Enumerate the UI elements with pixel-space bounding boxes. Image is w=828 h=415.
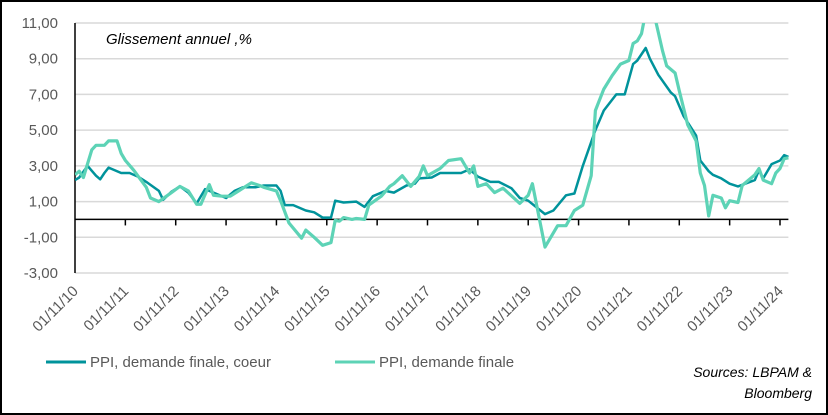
x-tick-label: 01/11/10 (29, 283, 82, 336)
x-tick-label: 01/11/19 (483, 283, 536, 336)
x-tick-label: 01/11/13 (180, 283, 233, 336)
x-tick-label: 01/11/20 (533, 283, 586, 336)
x-tick-label: 01/11/21 (583, 283, 636, 336)
x-tick-label: 01/11/22 (634, 283, 687, 336)
gridlines (74, 22, 789, 274)
legend-label-headline: PPI, demande finale (379, 354, 514, 371)
x-tick-label: 01/11/11 (80, 283, 132, 335)
legend-label-core: PPI, demande finale, coeur (90, 354, 271, 371)
legend: PPI, demande finale, coeur PPI, demande … (46, 354, 514, 371)
y-axis-ticks: -3,00 -1,00 1,00 3,00 5,00 7,00 9,00 11,00 (22, 15, 58, 282)
x-tick-label: 01/11/16 (331, 283, 384, 336)
y-tick-label: -1,00 (24, 229, 58, 246)
x-tick-label: 01/11/17 (382, 283, 435, 336)
y-tick-label: 5,00 (29, 122, 58, 139)
series-line-core (75, 46, 789, 219)
y-tick-label: 9,00 (29, 51, 58, 68)
source-line-2: Bloomberg (744, 385, 812, 401)
x-tick-label: 01/11/15 (281, 283, 334, 336)
x-tick-label: 01/11/12 (130, 283, 183, 336)
y-tick-label: 7,00 (29, 86, 58, 103)
y-tick-label: 3,00 (29, 158, 58, 175)
series-lines (75, 23, 789, 249)
x-axis-ticks: 01/11/1001/11/1101/11/1201/11/1301/11/14… (29, 283, 787, 336)
chart-annotation: Glissement annuel ,% (106, 31, 252, 48)
x-tick-label: 01/11/23 (684, 283, 737, 336)
x-tick-label: 01/11/14 (231, 283, 284, 336)
series-line-headline (75, 23, 789, 249)
source-line-1: Sources: LBPAM & (693, 364, 812, 380)
y-tick-label: 11,00 (22, 15, 58, 32)
y-tick-label: 1,00 (29, 194, 58, 211)
x-tick-label: 01/11/24 (734, 283, 787, 336)
x-tick-label: 01/11/18 (432, 283, 485, 336)
y-tick-label: -3,00 (24, 265, 58, 282)
